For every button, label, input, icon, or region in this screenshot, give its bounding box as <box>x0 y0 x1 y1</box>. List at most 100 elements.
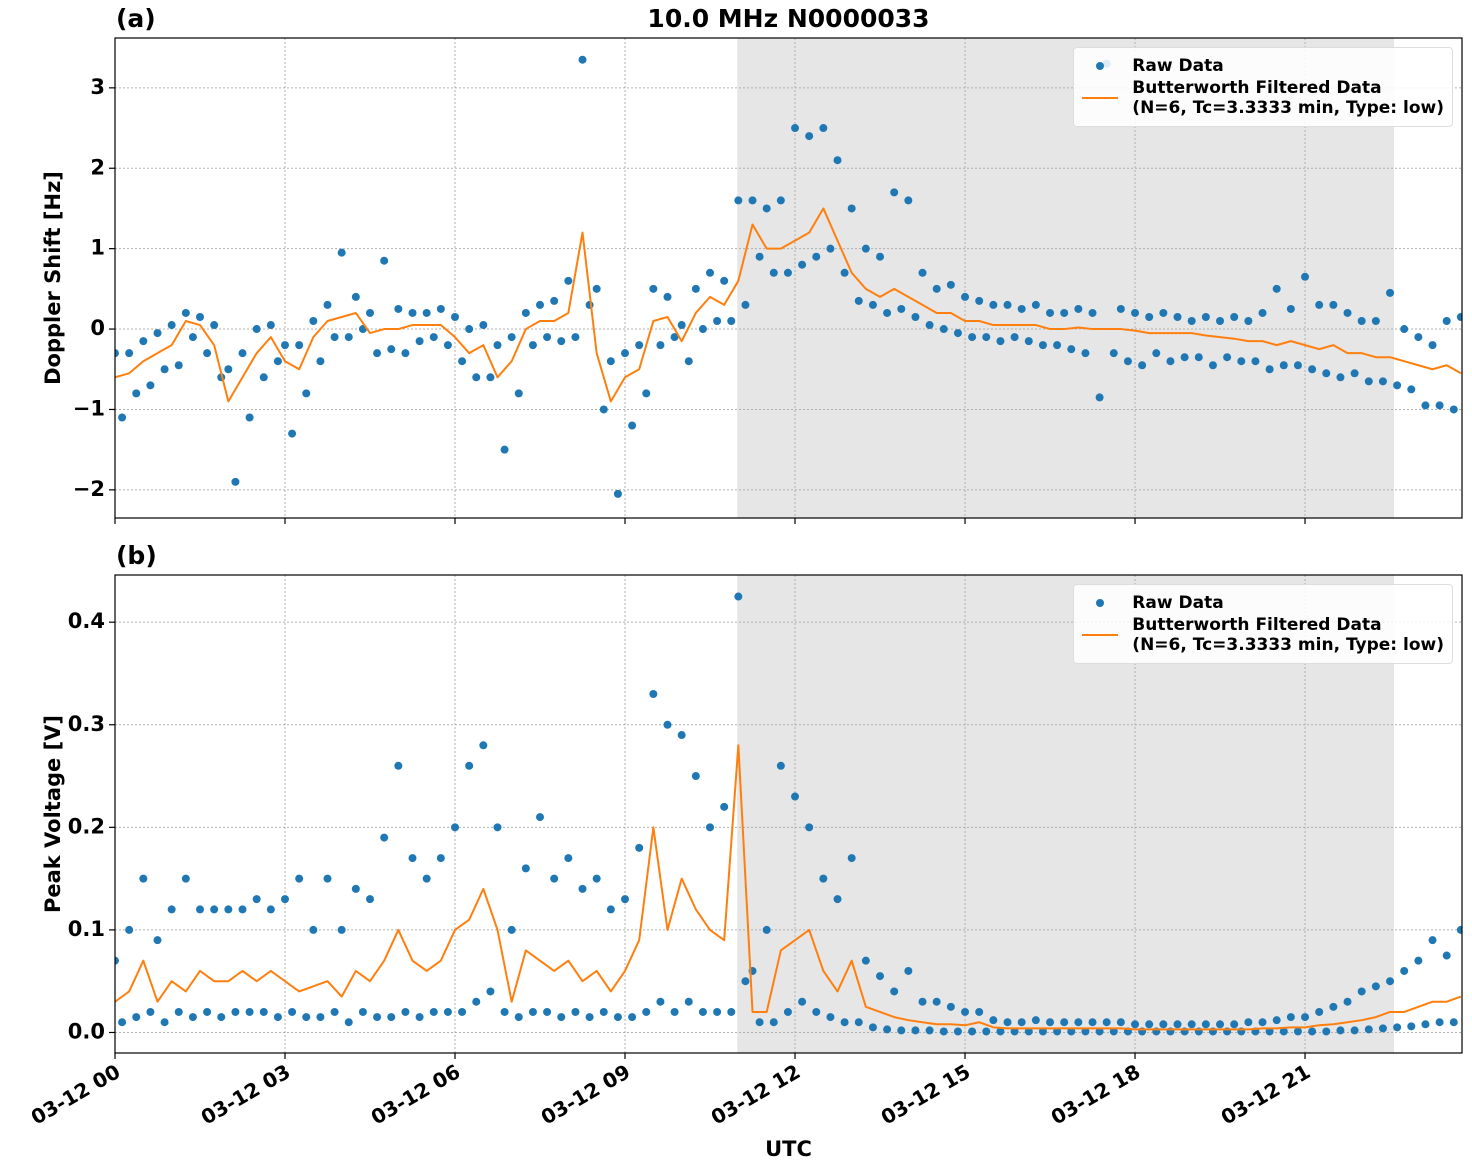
raw-point <box>557 337 566 346</box>
legend-label: Butterworth Filtered Data (N=6, Tc=3.333… <box>1132 78 1444 118</box>
raw-point <box>1173 312 1182 321</box>
filtered-line <box>115 207 1462 403</box>
x-tick-label: 03-12 03 <box>197 1059 295 1129</box>
raw-point <box>115 956 119 965</box>
legend-entry: Butterworth Filtered Data (N=6, Tc=3.333… <box>1080 78 1444 118</box>
raw-point <box>1322 1027 1331 1036</box>
raw-point <box>1315 300 1324 309</box>
raw-point <box>755 1018 764 1027</box>
raw-point <box>500 1007 509 1016</box>
raw-point <box>366 895 375 904</box>
raw-point <box>139 337 148 346</box>
raw-point <box>1364 1025 1373 1034</box>
legend-label: Butterworth Filtered Data (N=6, Tc=3.333… <box>1132 615 1444 655</box>
raw-point <box>1159 1020 1168 1029</box>
raw-point <box>868 300 877 309</box>
raw-point <box>330 333 339 342</box>
raw-point <box>500 445 509 454</box>
raw-point <box>302 389 311 398</box>
raw-point <box>443 341 452 350</box>
raw-point <box>1301 272 1310 281</box>
raw-point <box>833 895 842 904</box>
raw-point <box>1187 1020 1196 1029</box>
legend-symbol <box>1080 88 1120 108</box>
panel-label: (a) <box>116 4 156 33</box>
raw-point <box>550 296 559 305</box>
legend: Raw Data Butterworth Filtered Data (N=6, … <box>1073 584 1453 664</box>
legend-marker <box>1096 62 1105 70</box>
raw-point <box>1343 997 1352 1006</box>
y-tick-label: −1 <box>73 396 105 420</box>
raw-point <box>932 284 941 293</box>
raw-point <box>1145 312 1154 321</box>
raw-point <box>989 300 998 309</box>
raw-point <box>231 1007 240 1016</box>
raw-point <box>146 1007 155 1016</box>
raw-point <box>281 341 290 350</box>
raw-point <box>663 720 672 729</box>
y-tick-label: 2 <box>90 155 105 179</box>
raw-point <box>1102 1018 1111 1027</box>
raw-point <box>1435 1018 1444 1027</box>
chart-title: 10.0 MHz N0000033 <box>647 4 929 33</box>
raw-point <box>472 997 481 1006</box>
raw-point <box>791 124 800 133</box>
raw-point <box>543 1007 552 1016</box>
raw-point <box>727 1007 736 1016</box>
raw-point <box>1088 308 1097 317</box>
raw-point <box>465 761 474 770</box>
raw-point <box>861 244 870 253</box>
raw-point <box>514 389 523 398</box>
raw-point <box>1038 1027 1047 1036</box>
raw-point <box>713 317 722 326</box>
raw-point <box>939 1027 948 1036</box>
raw-point <box>337 925 346 934</box>
raw-point <box>769 268 778 277</box>
raw-point <box>953 1027 962 1036</box>
raw-point <box>734 196 743 205</box>
raw-point <box>1031 1016 1040 1025</box>
raw-point <box>1074 1018 1083 1027</box>
raw-point <box>946 280 955 289</box>
raw-point <box>1456 312 1462 321</box>
raw-point <box>1386 288 1395 297</box>
raw-point <box>118 1018 127 1027</box>
raw-point <box>408 854 417 863</box>
raw-point <box>599 1007 608 1016</box>
raw-point <box>1386 977 1395 986</box>
raw-point <box>996 337 1005 346</box>
raw-point <box>1010 1027 1019 1036</box>
raw-point <box>677 731 686 740</box>
raw-point <box>1095 393 1104 402</box>
raw-point <box>401 1007 410 1016</box>
raw-point <box>621 349 630 358</box>
raw-point <box>564 854 573 863</box>
raw-point <box>578 884 587 893</box>
raw-point <box>132 389 141 398</box>
raw-point <box>635 341 644 350</box>
raw-point <box>982 333 991 342</box>
raw-point <box>564 276 573 285</box>
raw-point <box>1393 1023 1402 1032</box>
raw-point <box>528 341 537 350</box>
raw-point <box>982 1027 991 1036</box>
raw-point <box>1393 381 1402 390</box>
raw-point <box>259 373 268 382</box>
raw-point <box>1159 308 1168 317</box>
raw-point <box>1187 317 1196 326</box>
raw-point <box>975 296 984 305</box>
raw-point <box>989 1016 998 1025</box>
raw-point <box>1414 956 1423 965</box>
raw-point <box>1428 936 1437 945</box>
raw-point <box>656 341 665 350</box>
raw-point <box>401 349 410 358</box>
raw-point <box>1152 349 1161 358</box>
raw-point <box>479 321 488 330</box>
raw-point <box>1336 373 1345 382</box>
raw-point <box>160 365 169 374</box>
raw-point <box>847 854 856 863</box>
raw-point <box>210 321 219 330</box>
y-tick-label: 0.2 <box>68 814 105 838</box>
raw-point <box>904 966 913 975</box>
